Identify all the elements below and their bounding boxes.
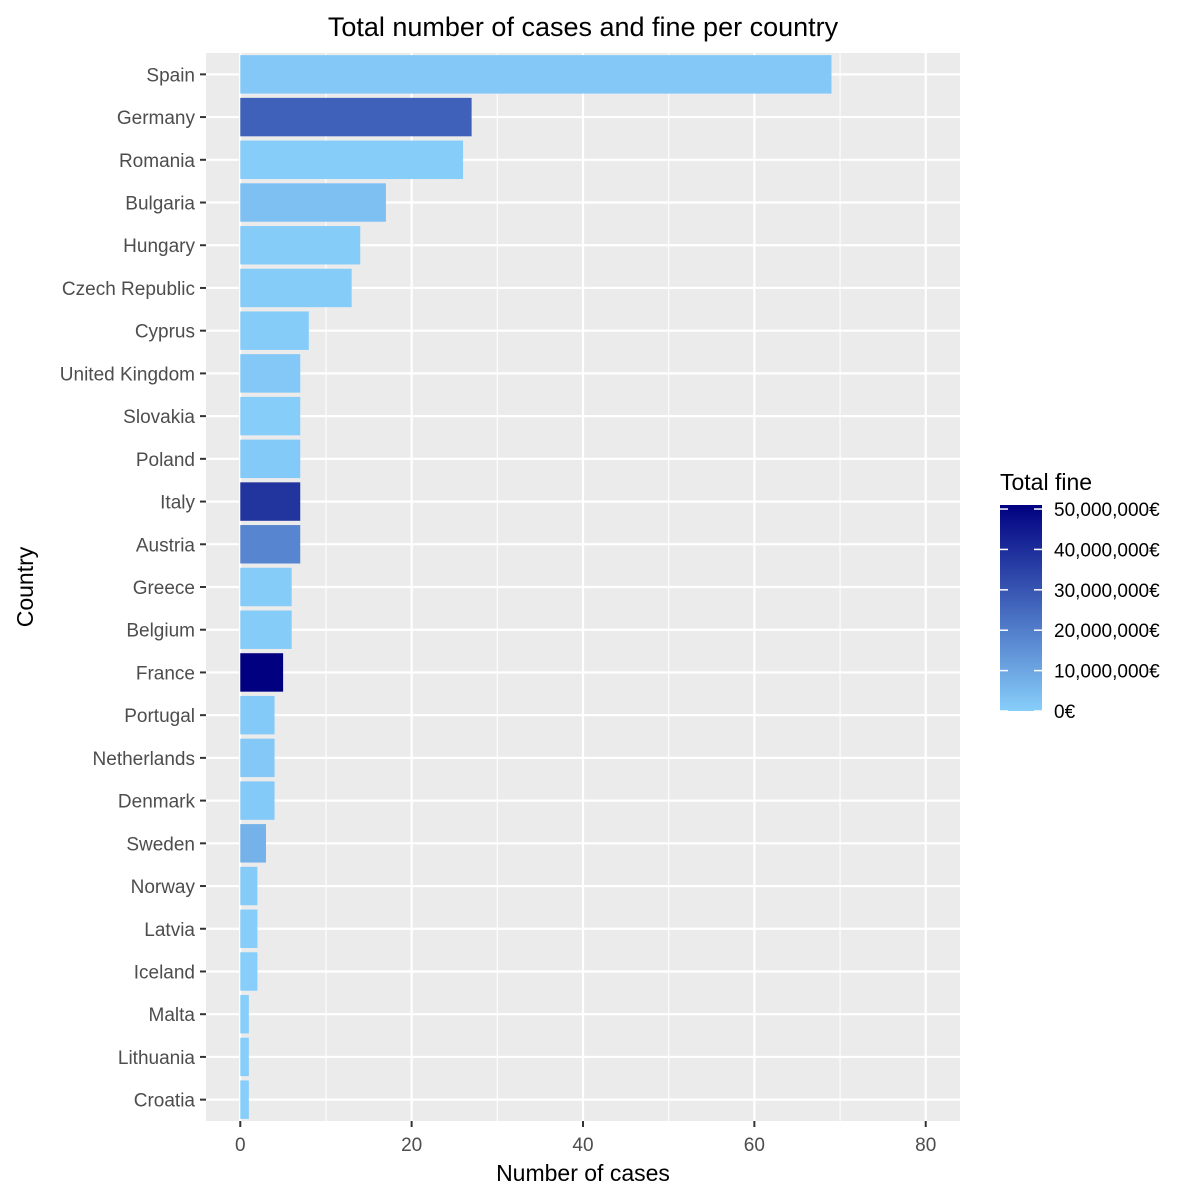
legend-tick-label: 0€: [1054, 702, 1076, 723]
y-tick-label: Latvia: [144, 920, 195, 941]
bar-poland: [240, 439, 301, 479]
bar-croatia: [240, 1080, 249, 1119]
y-tick-label: Netherlands: [93, 749, 195, 770]
y-tick-label: Cyprus: [135, 322, 195, 343]
y-tick-label: Norway: [131, 877, 196, 898]
y-tick-label: Czech Republic: [62, 279, 195, 300]
y-tick-label: Sweden: [126, 834, 195, 855]
y-tick-label: France: [136, 663, 195, 684]
x-axis: 0 20 40 60 80: [235, 1121, 936, 1156]
bar-iceland: [240, 952, 258, 991]
y-tick-label: Bulgaria: [125, 194, 195, 215]
y-tick-label: Malta: [149, 1005, 196, 1026]
y-tick-label: United Kingdom: [60, 364, 195, 385]
x-tick-label: 20: [401, 1135, 422, 1156]
y-tick-label: Iceland: [134, 962, 195, 983]
bar-czech-republic: [240, 268, 352, 308]
y-tick-label: Croatia: [134, 1091, 196, 1112]
legend: Total fine 0€ 10,000,000€ 20,000,000€ 30,00…: [1000, 469, 1160, 723]
bar-slovakia: [240, 396, 301, 436]
bar-netherlands: [240, 738, 275, 778]
x-tick-label: 40: [572, 1135, 593, 1156]
bar-denmark: [240, 781, 275, 820]
bar-latvia: [240, 909, 258, 948]
x-tick-label: 60: [744, 1135, 765, 1156]
bar-hungary: [240, 226, 361, 265]
chart-title: Total number of cases and fine per count…: [328, 12, 839, 42]
bar-france: [240, 653, 284, 692]
bars: [240, 55, 832, 1119]
y-tick-label: Greece: [133, 578, 195, 599]
bar-austria: [240, 525, 301, 564]
y-tick-label: Italy: [160, 493, 195, 514]
bar-belgium: [240, 610, 292, 649]
y-tick-label: Romania: [119, 151, 195, 172]
bar-spain: [240, 55, 832, 94]
y-tick-label: Denmark: [118, 792, 196, 813]
x-axis-title: Number of cases: [496, 1160, 670, 1186]
x-tick-label: 0: [235, 1135, 246, 1156]
legend-tick-label: 50,000,000€: [1054, 500, 1160, 521]
bar-lithuania: [240, 1037, 249, 1077]
y-tick-label: Hungary: [123, 236, 195, 257]
bar-united-kingdom: [240, 354, 301, 393]
bar-germany: [240, 97, 472, 137]
bar-bulgaria: [240, 183, 386, 222]
bar-romania: [240, 140, 464, 180]
legend-tick-label: 10,000,000€: [1054, 662, 1160, 683]
bar-italy: [240, 482, 301, 521]
legend-tick-label: 40,000,000€: [1054, 540, 1160, 561]
legend-tick-label: 20,000,000€: [1054, 621, 1160, 642]
y-axis-title: Country: [12, 546, 38, 627]
y-tick-label: Lithuania: [118, 1048, 196, 1069]
bar-cyprus: [240, 311, 309, 350]
y-tick-label: Portugal: [124, 706, 195, 727]
y-tick-label: Belgium: [126, 621, 195, 642]
bar-malta: [240, 994, 249, 1034]
bar-greece: [240, 567, 292, 607]
legend-title: Total fine: [1000, 469, 1092, 495]
y-tick-label: Poland: [136, 450, 195, 471]
bar-portugal: [240, 695, 275, 735]
x-tick-label: 80: [915, 1135, 936, 1156]
legend-ticks: 0€ 10,000,000€ 20,000,000€ 30,000,000€ 40,00…: [1000, 500, 1160, 723]
legend-colorbar: [1000, 505, 1042, 711]
bar-norway: [240, 866, 258, 906]
y-axis: Spain Germany Romania Bulgaria Hungary Czech …: [60, 65, 206, 1112]
y-tick-label: Germany: [117, 108, 196, 129]
legend-tick-label: 30,000,000€: [1054, 581, 1160, 602]
y-tick-label: Spain: [146, 65, 195, 86]
y-tick-label: Slovakia: [123, 407, 195, 428]
y-tick-label: Austria: [136, 535, 196, 556]
bar-sweden: [240, 824, 266, 863]
